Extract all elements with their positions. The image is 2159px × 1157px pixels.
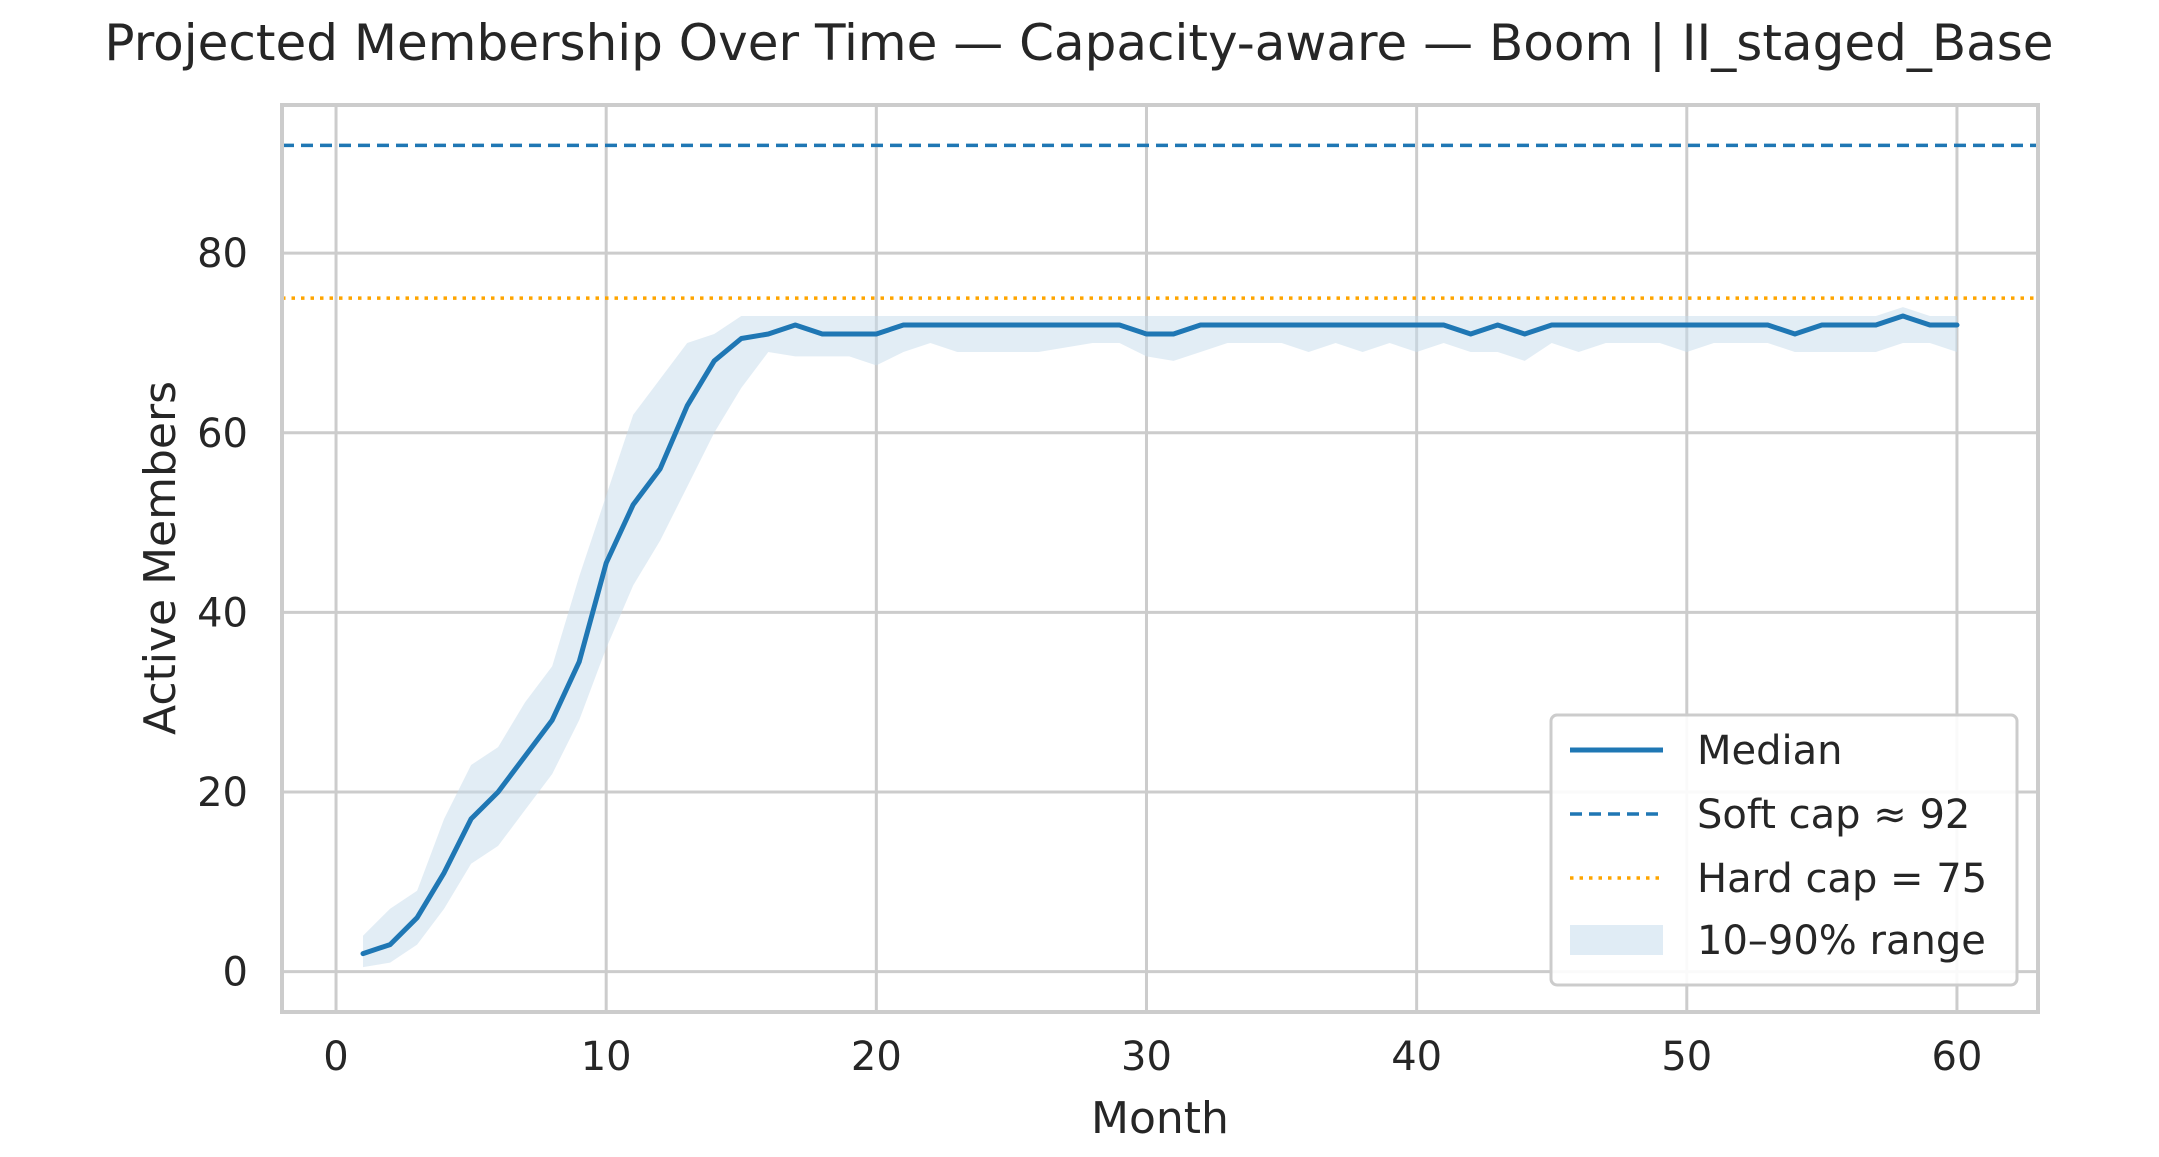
legend-box xyxy=(1549,713,2019,987)
y-tick-label: 40 xyxy=(197,590,248,636)
x-tick-label: 30 xyxy=(1121,1034,1172,1080)
x-axis-label: Month xyxy=(1091,1093,1229,1144)
x-tick-label: 50 xyxy=(1661,1034,1712,1080)
legend-label-soft-cap: Soft cap ≈ 92 xyxy=(1697,792,1970,838)
y-tick-label: 0 xyxy=(223,950,248,996)
legend-band-swatch xyxy=(1570,925,1663,955)
median-line xyxy=(360,313,1960,957)
x-tick-label: 40 xyxy=(1391,1034,1442,1080)
legend-label-median: Median xyxy=(1697,728,1843,774)
x-tick-label: 60 xyxy=(1932,1034,1983,1080)
reference-lines xyxy=(282,143,2038,300)
y-tick-label: 80 xyxy=(197,231,248,277)
chart-title: Projected Membership Over Time — Capacit… xyxy=(104,14,2053,72)
x-tick-labels: 0 10 20 30 40 50 60 xyxy=(323,1034,1982,1080)
y-tick-labels: 0 20 40 60 80 xyxy=(197,231,248,995)
x-tick-label: 20 xyxy=(851,1034,902,1080)
legend: Median Soft cap ≈ 92 Hard cap = 75 10–90… xyxy=(1549,713,2019,987)
median-line-layer xyxy=(360,313,1960,957)
y-tick-label: 60 xyxy=(197,411,248,457)
legend-label-hard-cap: Hard cap = 75 xyxy=(1697,856,1987,902)
legend-label-range: 10–90% range xyxy=(1697,918,1986,964)
x-tick-label: 0 xyxy=(323,1034,348,1080)
y-axis-label: Active Members xyxy=(135,381,186,735)
y-tick-label: 20 xyxy=(197,770,248,816)
plot-frame xyxy=(280,103,2040,1014)
x-tick-label: 10 xyxy=(581,1034,632,1080)
